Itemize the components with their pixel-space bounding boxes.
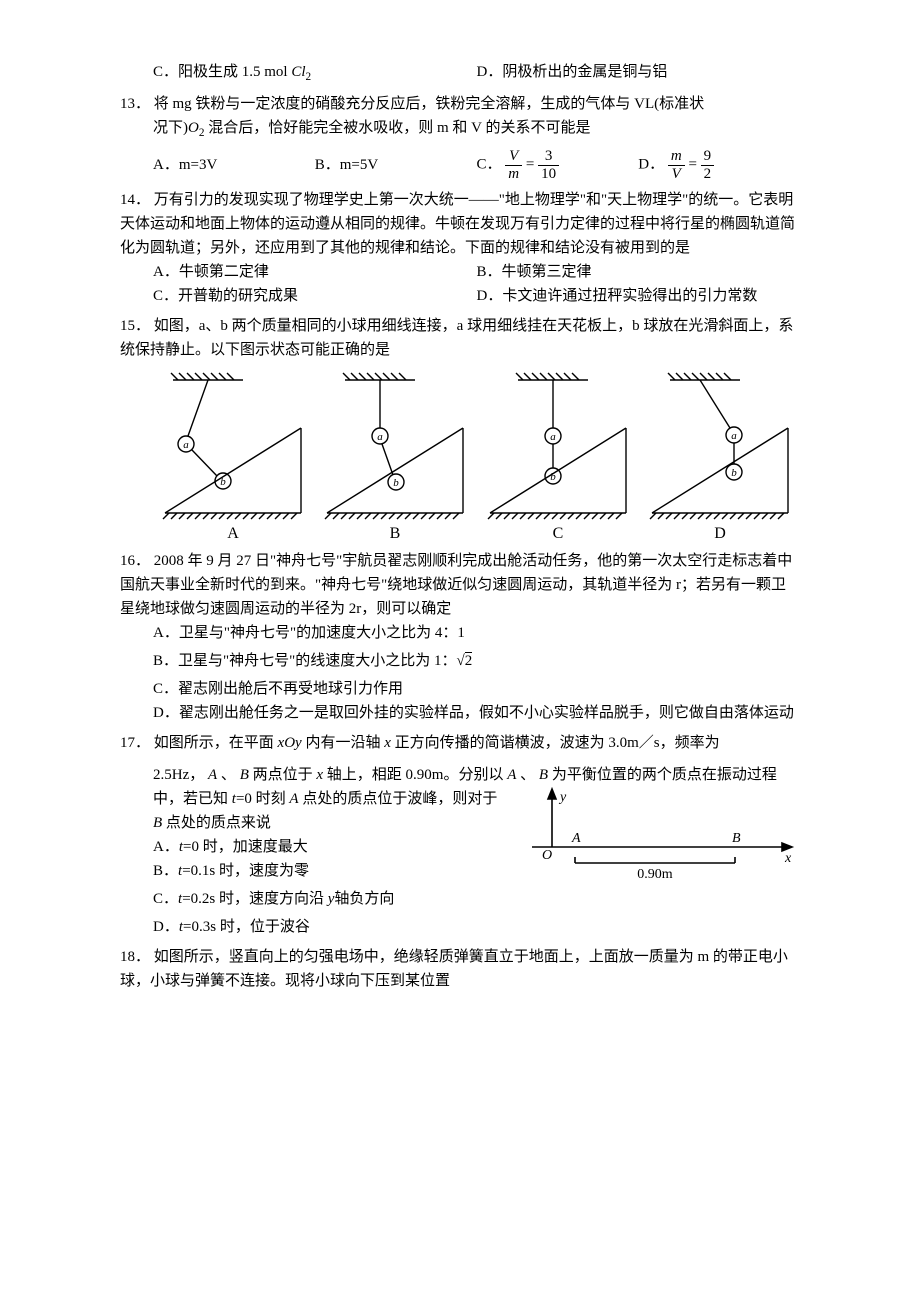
q15-text: 如图，a、b 两个质量相同的小球用细线连接，a 球用细线挂在天花板上，b 球放在… — [120, 318, 793, 358]
q16-text: 2008 年 9 月 27 日"神舟七号"宇航员翟志刚顺利完成出舱活动任务，他的… — [120, 553, 792, 617]
q17-opt-c: C．t=0.2s 时，速度方向沿 y轴负方向 — [153, 887, 800, 911]
q14: 14． 万有引力的发现实现了物理学史上第一次大统一——"地上物理学"和"天上物理… — [120, 188, 800, 308]
q14-opt-d: D．卡文迪许通过扭秤实验得出的引力常数 — [477, 284, 801, 308]
q15-diagram-d: a b D — [640, 368, 800, 543]
q16-opt-d: D．翟志刚出舱任务之一是取回外挂的实验样品，假如不小心实验样品脱手，则它做自由落… — [120, 701, 800, 725]
q15-diagrams: a b A a b B — [120, 368, 800, 543]
svg-text:A: A — [571, 831, 581, 846]
svg-text:b: b — [731, 467, 737, 479]
svg-text:B: B — [732, 831, 741, 846]
q16-opt-c: C．翟志刚出舱后不再受地球引力作用 — [153, 677, 800, 701]
q17-num: 17． — [120, 735, 150, 751]
q13-text-line2a: 况下) — [153, 120, 188, 136]
q16: 16． 2008 年 9 月 27 日"神舟七号"宇航员翟志刚顺利完成出舱活动任… — [120, 549, 800, 725]
svg-text:A: A — [227, 525, 239, 542]
q15-diagram-c: a b C — [478, 368, 638, 543]
svg-text:a: a — [378, 431, 384, 443]
q12-opt-c: C．阳极生成 1.5 mol Cl2 — [153, 60, 477, 86]
q13-opt-a: A．m=3V — [153, 153, 315, 177]
svg-text:x: x — [784, 851, 792, 866]
svg-text:b: b — [394, 477, 400, 489]
q17-opt-d: D．t=0.3s 时，位于波谷 — [153, 915, 800, 939]
svg-text:C: C — [552, 525, 563, 542]
svg-text:D: D — [714, 525, 726, 542]
q14-opt-b: B．牛顿第三定律 — [477, 260, 801, 284]
q13-num: 13． — [120, 96, 150, 112]
q13-opt-c: C． Vm = 310 — [477, 148, 639, 182]
q14-opt-a: A．牛顿第二定律 — [153, 260, 477, 284]
q12-opt-d: D．阴极析出的金属是铜与铝 — [477, 60, 801, 86]
q14-opt-c: C．开普勒的研究成果 — [153, 284, 477, 308]
q13-opt-b: B．m=5V — [315, 153, 477, 177]
q12-options: C．阳极生成 1.5 mol Cl2 D．阴极析出的金属是铜与铝 — [120, 60, 800, 86]
q15-diagram-a: a b A — [153, 368, 313, 543]
svg-text:0.90m: 0.90m — [637, 867, 673, 882]
q16-opt-b: B．卫星与"神舟七号"的线速度大小之比为 1：√2 — [153, 649, 800, 673]
svg-text:a: a — [550, 431, 556, 443]
q16-num: 16． — [120, 553, 150, 569]
q14-num: 14． — [120, 192, 150, 208]
svg-text:b: b — [220, 476, 226, 488]
svg-text:y: y — [558, 790, 567, 805]
q18: 18． 如图所示，竖直向上的匀强电场中，绝缘轻质弹簧直立于地面上，上面放一质量为… — [120, 945, 800, 993]
svg-text:a: a — [183, 439, 189, 451]
q14-text: 万有引力的发现实现了物理学史上第一次大统一——"地上物理学"和"天上物理学"的统… — [120, 192, 795, 256]
q17-figure: O A B x y 0.90m — [520, 787, 800, 882]
q15-diagram-b: a b B — [315, 368, 475, 543]
svg-text:a: a — [731, 430, 737, 442]
svg-text:O: O — [542, 848, 552, 863]
q18-num: 18． — [120, 949, 150, 965]
svg-text:b: b — [550, 471, 556, 483]
q13-text-line2b: 混合后，恰好能完全被水吸收，则 m 和 V 的关系不可能是 — [208, 120, 590, 136]
q16-opt-a: A．卫星与"神舟七号"的加速度大小之比为 4：1 — [153, 621, 800, 645]
q15: 15． 如图，a、b 两个质量相同的小球用细线连接，a 球用细线挂在天花板上，b… — [120, 314, 800, 543]
q15-num: 15． — [120, 318, 150, 334]
q13: 13． 将 mg 铁粉与一定浓度的硝酸充分反应后，铁粉完全溶解，生成的气体与 V… — [120, 92, 800, 182]
svg-text:B: B — [390, 525, 401, 542]
q13-text-line1: 将 mg 铁粉与一定浓度的硝酸充分反应后，铁粉完全溶解，生成的气体与 VL(标准… — [154, 96, 704, 112]
q17: 17． 如图所示，在平面 xOy 内有一沿轴 x 正方向传播的简谐横波，波速为 … — [120, 731, 800, 939]
q13-opt-d: D． mV = 92 — [638, 148, 800, 182]
q18-text: 如图所示，竖直向上的匀强电场中，绝缘轻质弹簧直立于地面上，上面放一质量为 m 的… — [120, 949, 788, 989]
